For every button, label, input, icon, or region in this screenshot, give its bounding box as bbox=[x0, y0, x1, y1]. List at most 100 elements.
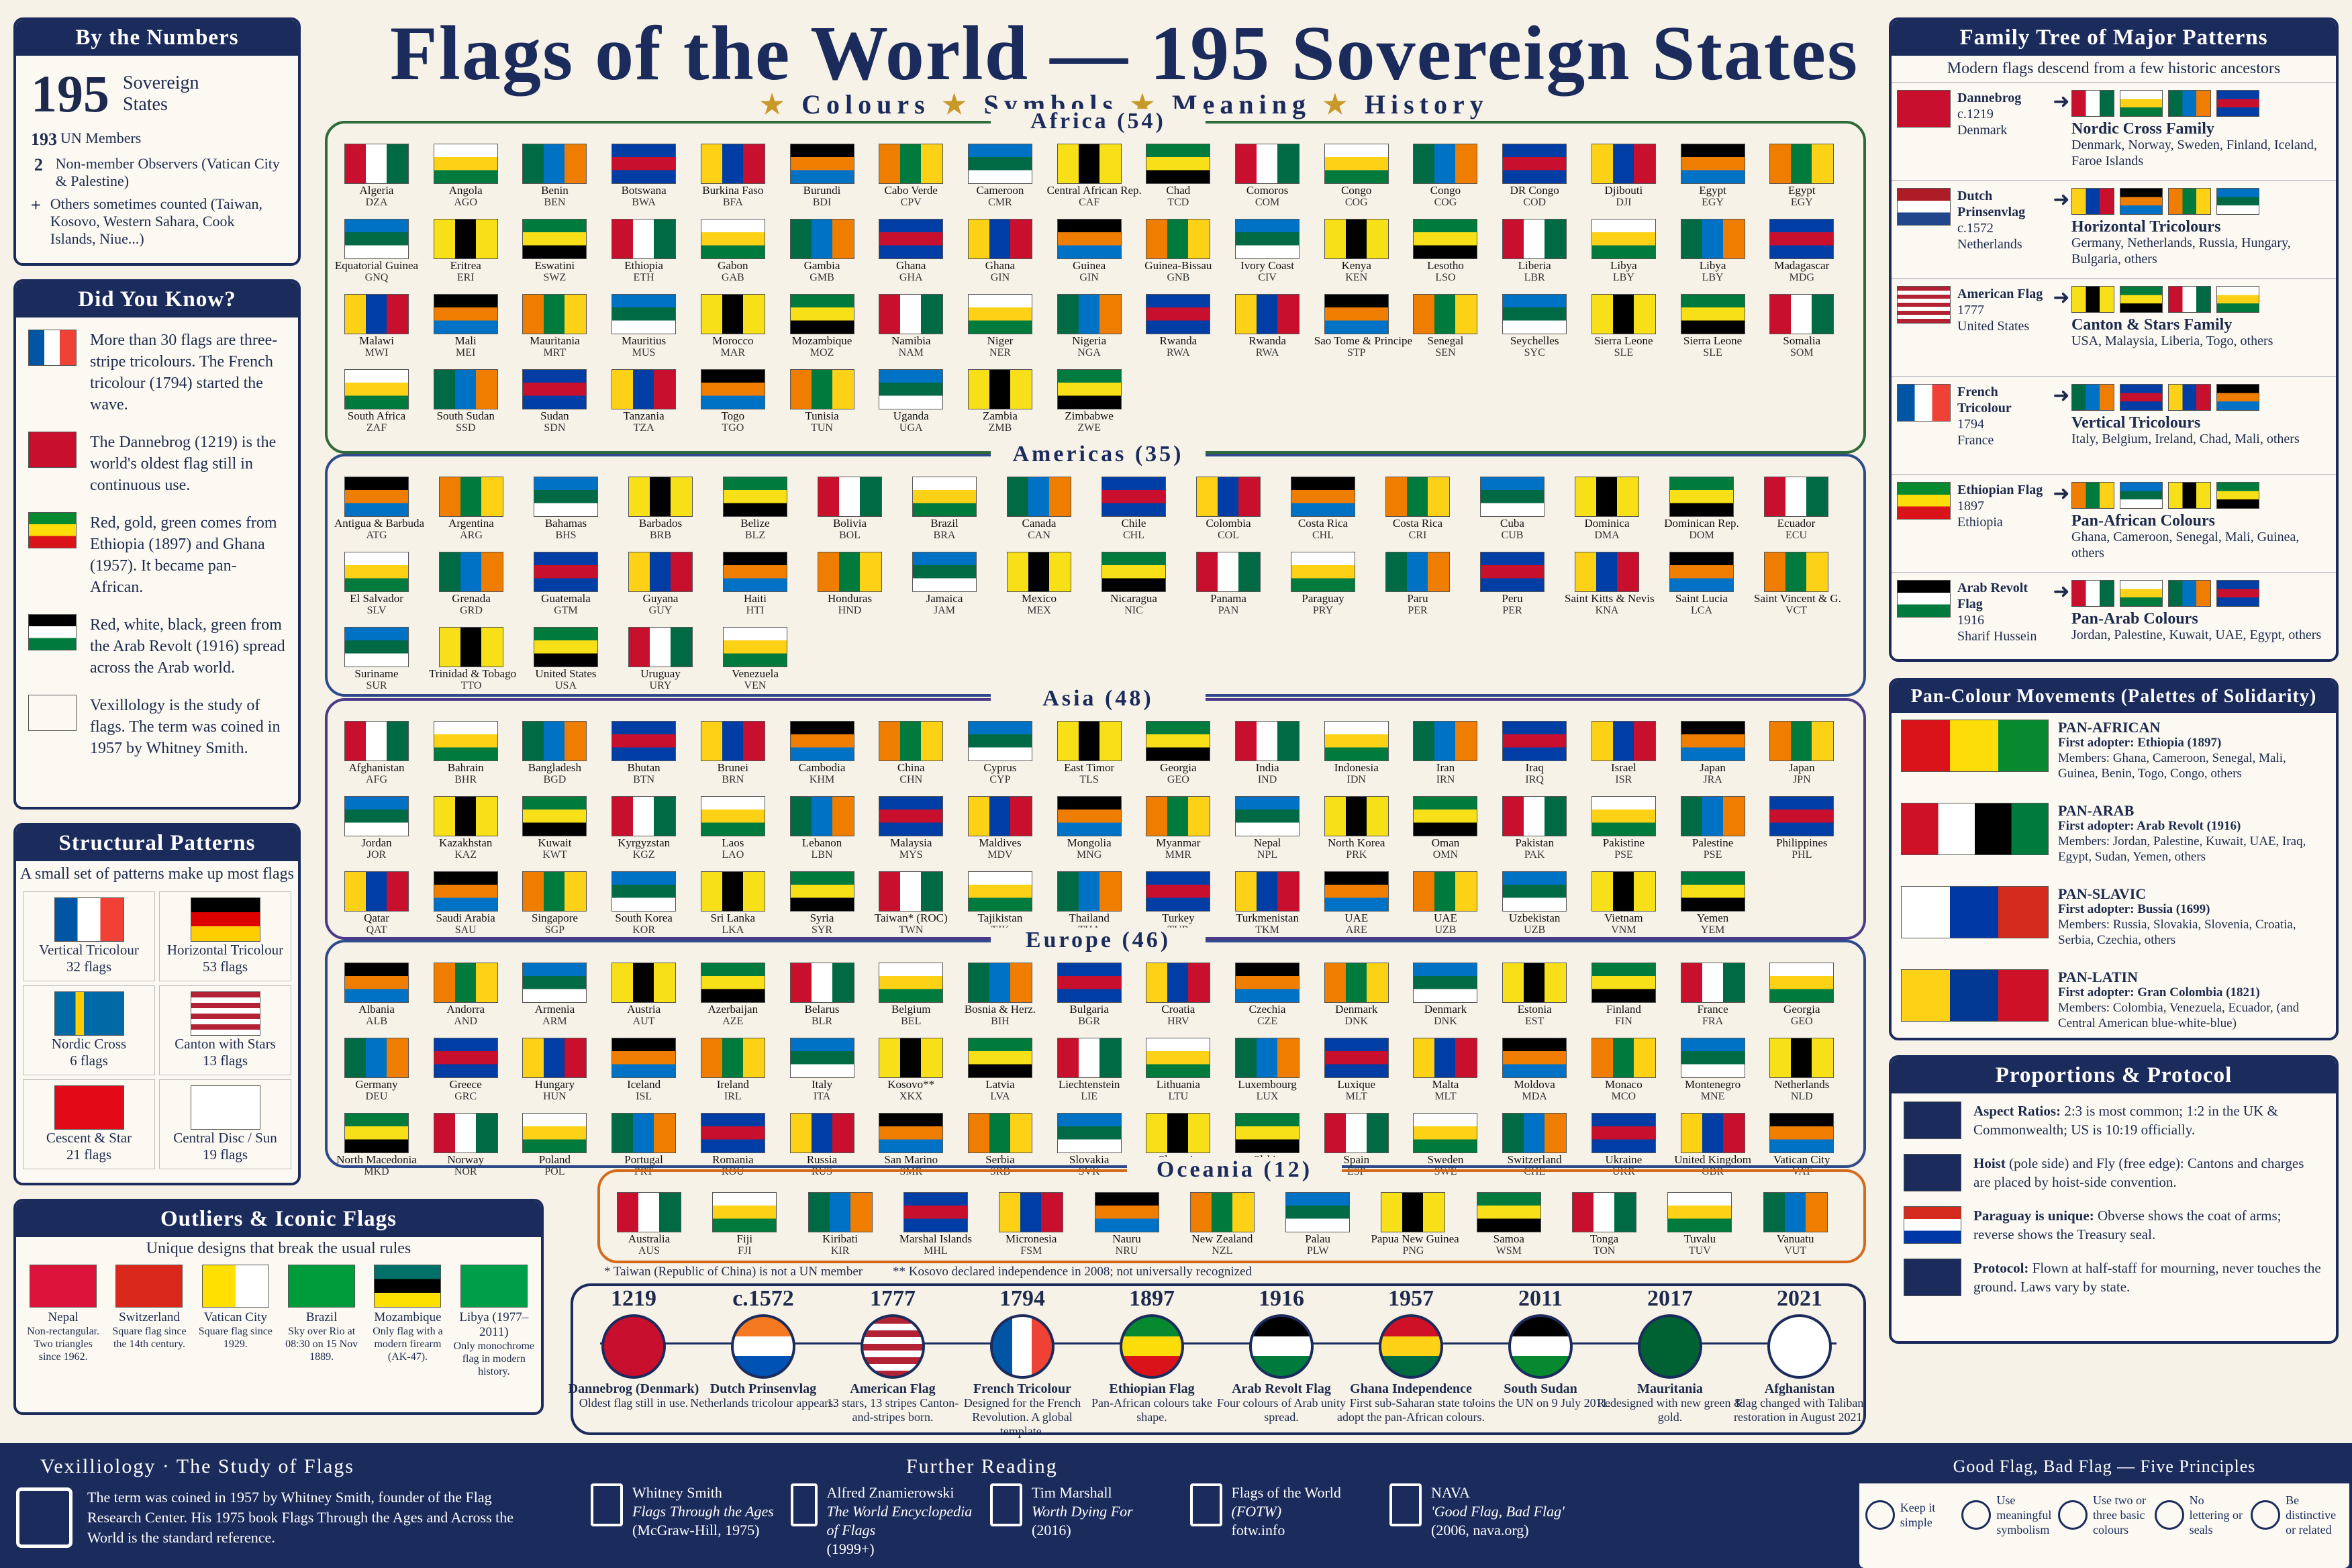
book-icon bbox=[990, 1483, 1022, 1526]
flag-icon bbox=[617, 1192, 681, 1232]
flag-icon bbox=[1680, 219, 1745, 259]
pan-members: Members: Jordan, Palestine, Kuwait, UAE,… bbox=[2058, 834, 2306, 864]
flag-icon bbox=[344, 796, 409, 836]
flag-card: Lesotho LSO bbox=[1403, 219, 1487, 294]
flag-icon bbox=[789, 144, 854, 184]
flag-icon bbox=[903, 1192, 968, 1232]
country-name: Nepal bbox=[1253, 836, 1281, 849]
country-code: DJI bbox=[1616, 197, 1632, 208]
flag-card: Bangladesh BGD bbox=[512, 721, 597, 796]
country-name: Egypt bbox=[1699, 184, 1726, 197]
flag-icon bbox=[1591, 721, 1656, 761]
country-name: Switzerland bbox=[1507, 1153, 1562, 1166]
flag-card: Hungary HUN bbox=[512, 1038, 597, 1113]
timeline-event: 1777 American Flag 13 stars, 13 stripes Ca… bbox=[819, 1286, 967, 1424]
family-name: Nordic Cross Family bbox=[2071, 120, 2214, 138]
country-name: Bolivia bbox=[832, 517, 867, 530]
country-name: Finland bbox=[1606, 1003, 1641, 1016]
pattern-card: Central Disc / Sun 19 flags bbox=[159, 1079, 291, 1169]
flag-card: Nigeria NGA bbox=[1047, 294, 1132, 369]
flag-icon bbox=[433, 144, 498, 184]
flag-card: Serbia SRB bbox=[958, 1113, 1042, 1188]
country-name: Cabo Verde bbox=[884, 184, 938, 197]
flag-icon bbox=[611, 796, 677, 836]
flag-icon bbox=[1572, 1192, 1637, 1232]
flag-card: Bahrain BHR bbox=[424, 721, 508, 796]
book-icon bbox=[1389, 1483, 1422, 1526]
flag-card: Pakistine PSE bbox=[1581, 796, 1666, 871]
protocol-key: Aspect Ratios: bbox=[1973, 1103, 2061, 1119]
country-name: Equatorial Guinea bbox=[334, 259, 419, 272]
flag-card: New Zealand NZL bbox=[1180, 1192, 1265, 1267]
country-name: Haiti bbox=[744, 592, 767, 605]
country-code: DMA bbox=[1594, 530, 1620, 541]
flag-icon bbox=[818, 552, 882, 592]
flag-icon bbox=[433, 721, 498, 761]
timeline-desc: Redesigned with new green & gold. bbox=[1597, 1396, 1743, 1424]
country-code: ERI bbox=[456, 272, 475, 283]
timeline-name: French Tricolour bbox=[973, 1381, 1072, 1396]
country-name: Paraguay bbox=[1302, 592, 1344, 605]
country-code: BRB bbox=[649, 530, 671, 541]
fact-item: Vexillology is the study of flags. The t… bbox=[28, 695, 286, 759]
fact-text: Red, white, black, green from the Arab R… bbox=[90, 616, 285, 677]
outlier-name: Libya (1977–2011) bbox=[459, 1310, 529, 1339]
country-name: Chile bbox=[1121, 517, 1146, 530]
country-code: TTO bbox=[460, 680, 482, 691]
stat-row: 193 UN Members bbox=[31, 130, 283, 150]
flag-card: Central African Rep. CAF bbox=[1047, 144, 1142, 219]
member-flag-icon bbox=[2168, 384, 2211, 411]
book-item: Whitney Smith Flags Through the Ages (McGr… bbox=[591, 1483, 785, 1559]
pan-name: PAN-AFRICAN bbox=[2058, 719, 2161, 736]
book-info: Tim Marshall Worth Dying For (2016) bbox=[1032, 1483, 1133, 1559]
flag-icon bbox=[1381, 1192, 1446, 1232]
pan-colour-heading: Pan-Colour Movements (Palettes of Solida… bbox=[1892, 681, 2336, 713]
timeline-flag-icon bbox=[601, 1314, 666, 1379]
flag-icon bbox=[1189, 1192, 1255, 1232]
flag-icon bbox=[700, 871, 765, 912]
country-name: Saint Vincent & G. bbox=[1754, 592, 1841, 605]
country-code: AND bbox=[454, 1016, 478, 1027]
outlier-flag-icon bbox=[460, 1265, 528, 1308]
family-row: Ethiopian Flag 1897 Ethiopia ➜ Pan-African C… bbox=[1892, 474, 2336, 572]
country-code: SSD bbox=[456, 422, 476, 434]
country-name: Japan bbox=[1700, 761, 1726, 774]
country-name: Gambia bbox=[803, 259, 840, 272]
outlier-desc: Only monochrome flag in modern history. bbox=[453, 1340, 534, 1377]
flag-icon bbox=[1591, 796, 1656, 836]
country-code: MDG bbox=[1789, 272, 1814, 283]
flag-card: Togo TGO bbox=[691, 369, 775, 444]
principle-text: No lettering or seals bbox=[2189, 1493, 2243, 1536]
flag-card: Luxique MLT bbox=[1314, 1038, 1399, 1113]
pan-first: First adopter: Ethiopia (1897) bbox=[2058, 736, 2222, 750]
country-name: Lithuania bbox=[1156, 1078, 1200, 1091]
country-name: Somalia bbox=[1783, 334, 1821, 347]
country-code: JRA bbox=[1703, 774, 1722, 785]
country-name: Mauritania bbox=[530, 334, 580, 347]
country-name: Tunisia bbox=[805, 409, 839, 422]
country-name: Kosovo** bbox=[887, 1078, 935, 1091]
member-flag-icon bbox=[2216, 286, 2259, 313]
distinct-icon bbox=[2251, 1500, 2281, 1530]
family-tree-panel: Family Tree of Major Patterns Modern fla… bbox=[1889, 17, 2339, 662]
timeline-name: Afghanistan bbox=[1764, 1381, 1835, 1396]
outlier-desc: Only flag with a modern firearm (AK-47). bbox=[373, 1326, 443, 1363]
family-row: Dannebrog c.1219 Denmark ➜ Nordic Cross Fami… bbox=[1892, 82, 2336, 180]
country-code: SYC bbox=[1524, 347, 1545, 358]
flag-icon bbox=[1591, 871, 1656, 912]
ancestor-year: c.1572 bbox=[1957, 221, 1994, 236]
country-name: Singapore bbox=[531, 912, 578, 924]
flag-card: Antigua & Barbuda ATG bbox=[334, 477, 424, 552]
arrow-right-icon: ➜ bbox=[2053, 385, 2070, 407]
country-name: Palau bbox=[1305, 1232, 1331, 1245]
flag-card: Azerbaijan AZE bbox=[691, 963, 775, 1038]
flag-icon bbox=[1680, 796, 1745, 836]
country-name: Denmark bbox=[1424, 1003, 1467, 1016]
flag-card: Yemen YEM bbox=[1671, 871, 1755, 946]
flag-icon bbox=[1680, 721, 1745, 761]
country-name: United Kingdom bbox=[1674, 1153, 1751, 1166]
family-member-list: Jordan, Palestine, Kuwait, UAE, Egypt, o… bbox=[2071, 628, 2322, 642]
outlier-desc: Square flag since 1929. bbox=[198, 1326, 273, 1350]
flag-icon bbox=[1235, 796, 1300, 836]
book-icon bbox=[1189, 1483, 1222, 1526]
